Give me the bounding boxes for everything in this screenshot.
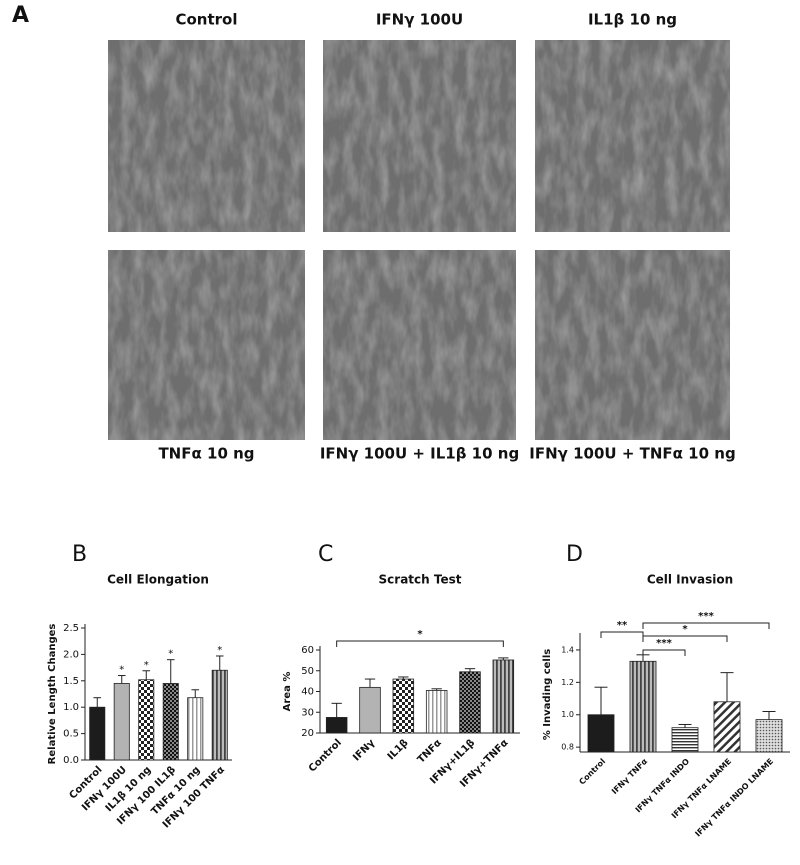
bar [755,719,783,753]
chart-title: Cell Invasion [647,573,733,587]
image-label: IFNγ 100U + IL1β 10 ng [320,445,519,463]
bar [629,660,657,753]
y-tick-label: 1.4 [561,645,574,654]
charts: B Cell Elongation Relative Length Changes 0… [47,542,790,839]
micrograph-texture [535,40,730,232]
image-label: IFNγ 100U + TNFα 10 ng [529,445,735,463]
y-tick-label: 2.0 [63,649,79,660]
y-tick-label: 0.0 [63,755,79,766]
bar [187,697,204,761]
y-axis-label: Relative Length Changes [47,624,58,765]
bar [162,683,179,761]
y-tick-label: 20 [301,728,314,739]
micrograph-texture [323,40,516,232]
y-tick-label: 50 [301,666,314,677]
bar [113,683,130,761]
x-tick-label: IFNγ [351,737,377,763]
y-tick-label: 1.0 [63,702,79,713]
bar [138,679,155,761]
column-title: IL1β 10 ng [588,11,677,29]
significance-mark: *** [698,611,714,622]
bar [211,669,228,761]
x-tick-label: Control [577,757,607,787]
y-tick-label: 1.0 [561,710,574,719]
x-tick-label: IFNγ TNFα [610,756,650,796]
y-axis-label: % Invading cells [542,649,553,741]
significance-bracket [336,640,504,647]
column-title: IFNγ 100U [376,11,463,29]
significance-mark: * [144,660,149,671]
y-tick-label: 2.5 [63,623,79,634]
micrograph-texture [535,250,730,440]
panel-letter: D [566,542,583,567]
bar [425,690,448,734]
bar [392,678,415,734]
bar [359,686,381,734]
x-tick-label: TNFα [416,737,444,765]
bar [492,659,515,734]
y-tick-label: 60 [301,645,314,656]
chart-title: Scratch Test [379,573,462,587]
image-label: TNFα 10 ng [158,445,254,463]
significance-bracket [642,635,728,642]
panel-letter: C [318,542,333,567]
y-tick-label: 0.5 [63,729,79,740]
bar [459,671,481,734]
column-title: Control [175,11,237,29]
significance-bracket [600,631,644,638]
x-tick-label: Control [307,737,344,774]
significance-mark: * [217,645,222,656]
bar [587,714,615,753]
panel-letter: B [72,542,87,567]
x-tick-label: IL1β [386,737,411,762]
panel-letter: A [12,3,29,28]
bar [89,706,106,761]
chart-title: Cell Elongation [107,573,209,587]
significance-mark: * [682,624,688,635]
bar [671,727,699,753]
y-tick-label: 30 [301,707,314,718]
significance-bracket [642,622,770,629]
significance-mark: *** [656,638,672,649]
significance-bracket [642,649,686,656]
significance-mark: * [417,629,423,640]
bar [325,717,348,734]
x-tick-label: IFNγ TNFα INDO LNAME [693,757,775,839]
micrograph-texture [323,250,516,440]
y-tick-label: 40 [301,687,314,698]
micrograph-texture [108,250,305,440]
y-tick-label: 1.2 [561,678,574,687]
significance-mark: * [168,649,173,660]
significance-mark: * [119,665,124,676]
micrograph-texture [108,40,305,232]
bar [713,701,741,753]
y-tick-label: 1.5 [63,676,79,687]
y-tick-label: 0.8 [561,743,574,752]
significance-mark: ** [617,620,628,631]
micrograph-grid: Control IFNγ 100U IL1β 10 ng TNFα 10 ng IFNγ… [108,11,736,463]
y-axis-label: Area % [282,672,293,712]
